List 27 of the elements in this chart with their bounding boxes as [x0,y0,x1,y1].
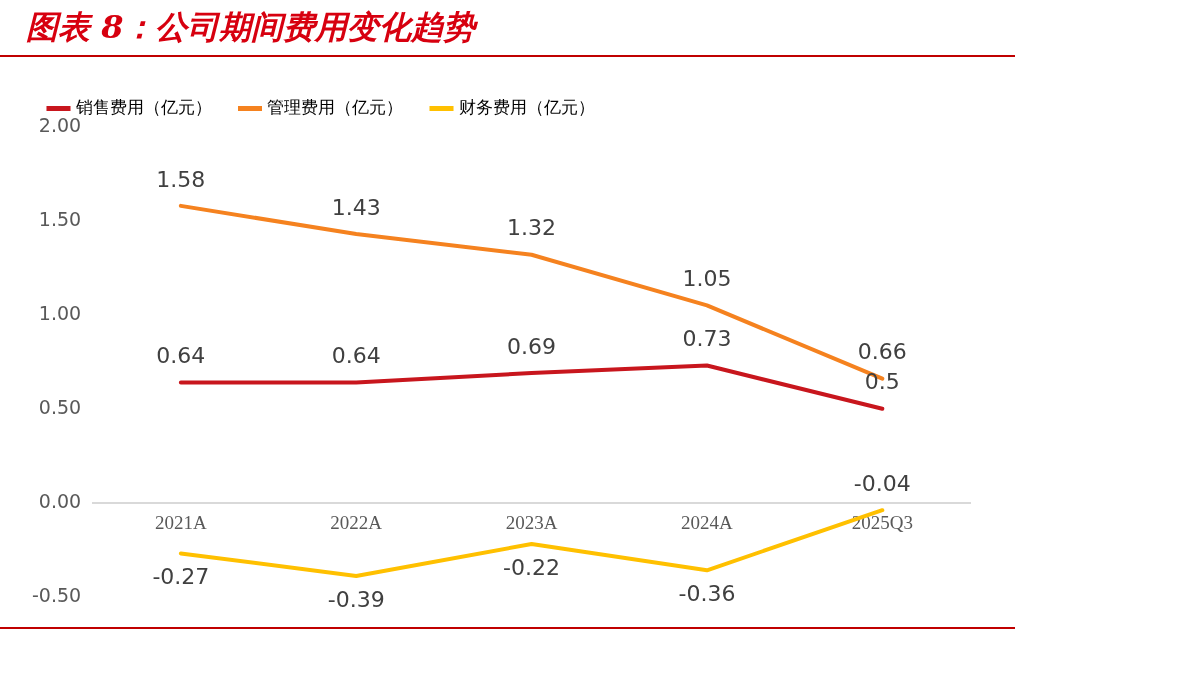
data-label: -0.22 [503,554,561,580]
data-label: 1.32 [507,215,557,241]
data-label: -0.04 [853,470,911,496]
data-label: -0.39 [327,586,385,612]
legend-label: 财务费用（亿元） [458,96,595,117]
x-tick-label: 2021A [154,512,207,534]
y-tick-label: 1.00 [38,301,82,324]
data-label: 0.5 [864,369,900,395]
data-label: 0.69 [507,333,557,359]
data-label: 1.05 [682,266,732,292]
y-tick-label: 1.50 [38,207,82,230]
y-tick-label: 0.00 [38,489,82,512]
data-label: 1.43 [331,194,381,220]
y-tick-label: 0.50 [38,395,82,418]
x-tick-label: 2023A [505,512,558,534]
data-label: 1.58 [156,166,206,192]
data-label: 0.64 [156,343,206,369]
data-label: 0.73 [682,326,732,352]
data-label: -0.36 [678,581,736,607]
data-label: -0.27 [152,564,210,590]
chart-title: 图表 8：公司期间费用变化趋势 [26,7,476,48]
x-tick-label: 2024A [681,512,734,534]
y-tick-label: -0.50 [31,583,82,606]
x-tick-label: 2022A [330,512,383,534]
legend-label: 管理费用（亿元） [267,96,403,117]
data-label: 0.66 [857,339,907,365]
data-label: 0.64 [331,343,381,369]
